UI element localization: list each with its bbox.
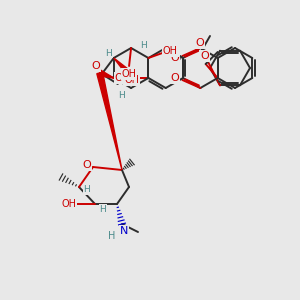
Text: OH: OH xyxy=(124,75,139,85)
Polygon shape xyxy=(114,58,130,74)
Text: H: H xyxy=(105,49,112,58)
Text: O: O xyxy=(196,38,204,48)
Text: O: O xyxy=(92,61,100,71)
Text: O: O xyxy=(82,160,91,170)
Polygon shape xyxy=(99,70,114,78)
Text: H: H xyxy=(84,185,90,194)
Text: OH: OH xyxy=(163,46,178,56)
Text: H: H xyxy=(108,231,116,241)
Text: O: O xyxy=(170,73,179,83)
Text: O: O xyxy=(170,53,179,63)
Text: H: H xyxy=(118,91,125,100)
Text: OH: OH xyxy=(122,69,136,79)
Polygon shape xyxy=(97,72,122,170)
Text: O: O xyxy=(200,51,209,61)
Text: N: N xyxy=(120,226,128,236)
Text: H: H xyxy=(100,205,106,214)
Text: OH: OH xyxy=(61,199,76,209)
Text: H: H xyxy=(140,41,146,50)
Text: OH: OH xyxy=(114,73,130,83)
